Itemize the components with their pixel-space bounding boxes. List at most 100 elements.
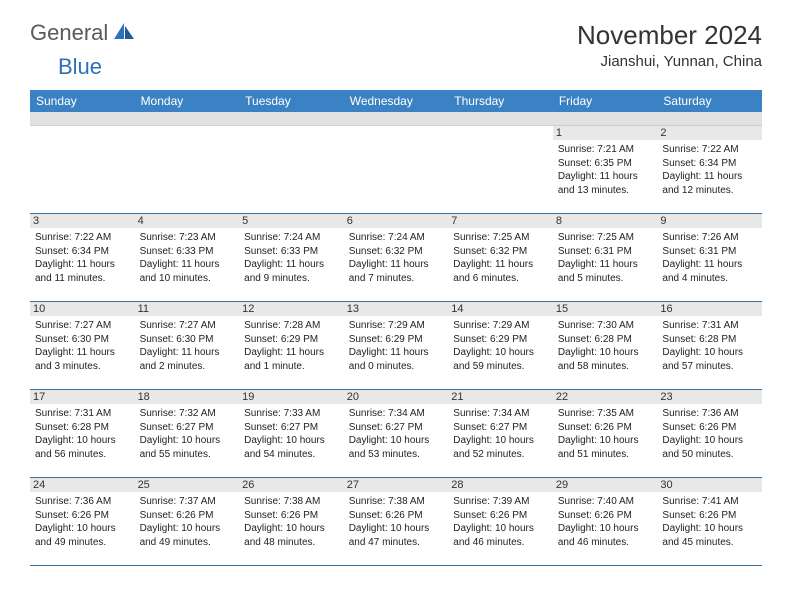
day-number: 7	[448, 214, 553, 228]
day-info: Sunrise: 7:38 AMSunset: 6:26 PMDaylight:…	[349, 495, 444, 549]
calendar-head-cell: Thursday	[448, 90, 553, 112]
day-number: 14	[448, 302, 553, 316]
calendar-cell	[448, 126, 553, 214]
calendar-cell: 19 Sunrise: 7:33 AMSunset: 6:27 PMDayligh…	[239, 390, 344, 478]
logo-text-blue: Blue	[58, 54, 102, 80]
day-info: Sunrise: 7:25 AMSunset: 6:32 PMDaylight:…	[453, 231, 548, 285]
day-number: 13	[344, 302, 449, 316]
day-info: Sunrise: 7:27 AMSunset: 6:30 PMDaylight:…	[140, 319, 235, 373]
calendar-head-cell: Tuesday	[239, 90, 344, 112]
day-number: 4	[135, 214, 240, 228]
calendar-cell: 12 Sunrise: 7:28 AMSunset: 6:29 PMDayligh…	[239, 302, 344, 390]
day-info: Sunrise: 7:21 AMSunset: 6:35 PMDaylight:…	[558, 143, 653, 197]
calendar-cell: 6 Sunrise: 7:24 AMSunset: 6:32 PMDaylight…	[344, 214, 449, 302]
day-number: 26	[239, 478, 344, 492]
calendar: SundayMondayTuesdayWednesdayThursdayFrid…	[30, 90, 762, 566]
day-info: Sunrise: 7:32 AMSunset: 6:27 PMDaylight:…	[140, 407, 235, 461]
day-number: 15	[553, 302, 658, 316]
logo-sail-icon	[112, 21, 136, 46]
calendar-cell: 14 Sunrise: 7:29 AMSunset: 6:29 PMDayligh…	[448, 302, 553, 390]
day-info: Sunrise: 7:34 AMSunset: 6:27 PMDaylight:…	[453, 407, 548, 461]
day-number: 1	[553, 126, 658, 140]
day-info: Sunrise: 7:31 AMSunset: 6:28 PMDaylight:…	[662, 319, 757, 373]
day-number: 20	[344, 390, 449, 404]
day-info: Sunrise: 7:22 AMSunset: 6:34 PMDaylight:…	[35, 231, 130, 285]
logo: General	[30, 20, 138, 46]
calendar-cell	[239, 126, 344, 214]
calendar-cell: 26 Sunrise: 7:38 AMSunset: 6:26 PMDayligh…	[239, 478, 344, 566]
day-info: Sunrise: 7:36 AMSunset: 6:26 PMDaylight:…	[35, 495, 130, 549]
day-number: 29	[553, 478, 658, 492]
calendar-cell: 13 Sunrise: 7:29 AMSunset: 6:29 PMDayligh…	[344, 302, 449, 390]
day-info: Sunrise: 7:28 AMSunset: 6:29 PMDaylight:…	[244, 319, 339, 373]
logo-text-general: General	[30, 20, 108, 46]
calendar-cell: 17 Sunrise: 7:31 AMSunset: 6:28 PMDayligh…	[30, 390, 135, 478]
day-number: 27	[344, 478, 449, 492]
day-number: 23	[657, 390, 762, 404]
month-title: November 2024	[577, 20, 762, 51]
day-number: 3	[30, 214, 135, 228]
day-number: 28	[448, 478, 553, 492]
calendar-cell: 9Sunrise: 7:26 AMSunset: 6:31 PMDaylight…	[657, 214, 762, 302]
calendar-cell: 18 Sunrise: 7:32 AMSunset: 6:27 PMDayligh…	[135, 390, 240, 478]
calendar-head-cell: Saturday	[657, 90, 762, 112]
calendar-head-cell: Friday	[553, 90, 658, 112]
day-info: Sunrise: 7:29 AMSunset: 6:29 PMDaylight:…	[349, 319, 444, 373]
calendar-cell	[30, 126, 135, 214]
day-info: Sunrise: 7:22 AMSunset: 6:34 PMDaylight:…	[662, 143, 757, 197]
calendar-cell: 15 Sunrise: 7:30 AMSunset: 6:28 PMDayligh…	[553, 302, 658, 390]
day-info: Sunrise: 7:36 AMSunset: 6:26 PMDaylight:…	[662, 407, 757, 461]
day-info: Sunrise: 7:39 AMSunset: 6:26 PMDaylight:…	[453, 495, 548, 549]
day-number: 18	[135, 390, 240, 404]
calendar-head-cell: Monday	[135, 90, 240, 112]
day-number: 6	[344, 214, 449, 228]
day-number: 25	[135, 478, 240, 492]
calendar-head-cell: Wednesday	[344, 90, 449, 112]
calendar-page: General November 2024 Jianshui, Yunnan, …	[0, 0, 792, 586]
calendar-body: 1 Sunrise: 7:21 AMSunset: 6:35 PMDaylight…	[30, 126, 762, 566]
calendar-head-cell: Sunday	[30, 90, 135, 112]
calendar-cell: 2 Sunrise: 7:22 AMSunset: 6:34 PMDaylight…	[657, 126, 762, 214]
calendar-cell: 21 Sunrise: 7:34 AMSunset: 6:27 PMDayligh…	[448, 390, 553, 478]
day-number: 22	[553, 390, 658, 404]
day-number: 5	[239, 214, 344, 228]
day-info: Sunrise: 7:26 AMSunset: 6:31 PMDaylight:…	[662, 231, 757, 285]
location-text: Jianshui, Yunnan, China	[577, 53, 762, 70]
day-number: 24	[30, 478, 135, 492]
calendar-cell: 25 Sunrise: 7:37 AMSunset: 6:26 PMDayligh…	[135, 478, 240, 566]
day-info: Sunrise: 7:23 AMSunset: 6:33 PMDaylight:…	[140, 231, 235, 285]
day-info: Sunrise: 7:38 AMSunset: 6:26 PMDaylight:…	[244, 495, 339, 549]
day-info: Sunrise: 7:34 AMSunset: 6:27 PMDaylight:…	[349, 407, 444, 461]
calendar-cell: 8Sunrise: 7:25 AMSunset: 6:31 PMDaylight…	[553, 214, 658, 302]
title-block: November 2024 Jianshui, Yunnan, China	[577, 20, 762, 70]
calendar-cell	[135, 126, 240, 214]
day-info: Sunrise: 7:25 AMSunset: 6:31 PMDaylight:…	[558, 231, 653, 285]
day-info: Sunrise: 7:30 AMSunset: 6:28 PMDaylight:…	[558, 319, 653, 373]
calendar-cell: 7 Sunrise: 7:25 AMSunset: 6:32 PMDaylight…	[448, 214, 553, 302]
day-number: 16	[657, 302, 762, 316]
calendar-cell	[344, 126, 449, 214]
day-number: 11	[135, 302, 240, 316]
calendar-cell: 22 Sunrise: 7:35 AMSunset: 6:26 PMDayligh…	[553, 390, 658, 478]
day-info: Sunrise: 7:24 AMSunset: 6:32 PMDaylight:…	[349, 231, 444, 285]
calendar-cell: 5Sunrise: 7:24 AMSunset: 6:33 PMDaylight…	[239, 214, 344, 302]
calendar-cell: 23 Sunrise: 7:36 AMSunset: 6:26 PMDayligh…	[657, 390, 762, 478]
day-info: Sunrise: 7:31 AMSunset: 6:28 PMDaylight:…	[35, 407, 130, 461]
day-number: 2	[657, 126, 762, 140]
calendar-cell: 3 Sunrise: 7:22 AMSunset: 6:34 PMDaylight…	[30, 214, 135, 302]
calendar-cell: 28 Sunrise: 7:39 AMSunset: 6:26 PMDayligh…	[448, 478, 553, 566]
day-info: Sunrise: 7:35 AMSunset: 6:26 PMDaylight:…	[558, 407, 653, 461]
day-number: 30	[657, 478, 762, 492]
day-info: Sunrise: 7:27 AMSunset: 6:30 PMDaylight:…	[35, 319, 130, 373]
day-info: Sunrise: 7:37 AMSunset: 6:26 PMDaylight:…	[140, 495, 235, 549]
day-number: 12	[239, 302, 344, 316]
calendar-cell: 11 Sunrise: 7:27 AMSunset: 6:30 PMDayligh…	[135, 302, 240, 390]
calendar-cell: 20 Sunrise: 7:34 AMSunset: 6:27 PMDayligh…	[344, 390, 449, 478]
day-number: 17	[30, 390, 135, 404]
day-info: Sunrise: 7:33 AMSunset: 6:27 PMDaylight:…	[244, 407, 339, 461]
day-number: 21	[448, 390, 553, 404]
day-info: Sunrise: 7:29 AMSunset: 6:29 PMDaylight:…	[453, 319, 548, 373]
day-number: 19	[239, 390, 344, 404]
calendar-cell: 29Sunrise: 7:40 AMSunset: 6:26 PMDayligh…	[553, 478, 658, 566]
calendar-cell: 30Sunrise: 7:41 AMSunset: 6:26 PMDayligh…	[657, 478, 762, 566]
